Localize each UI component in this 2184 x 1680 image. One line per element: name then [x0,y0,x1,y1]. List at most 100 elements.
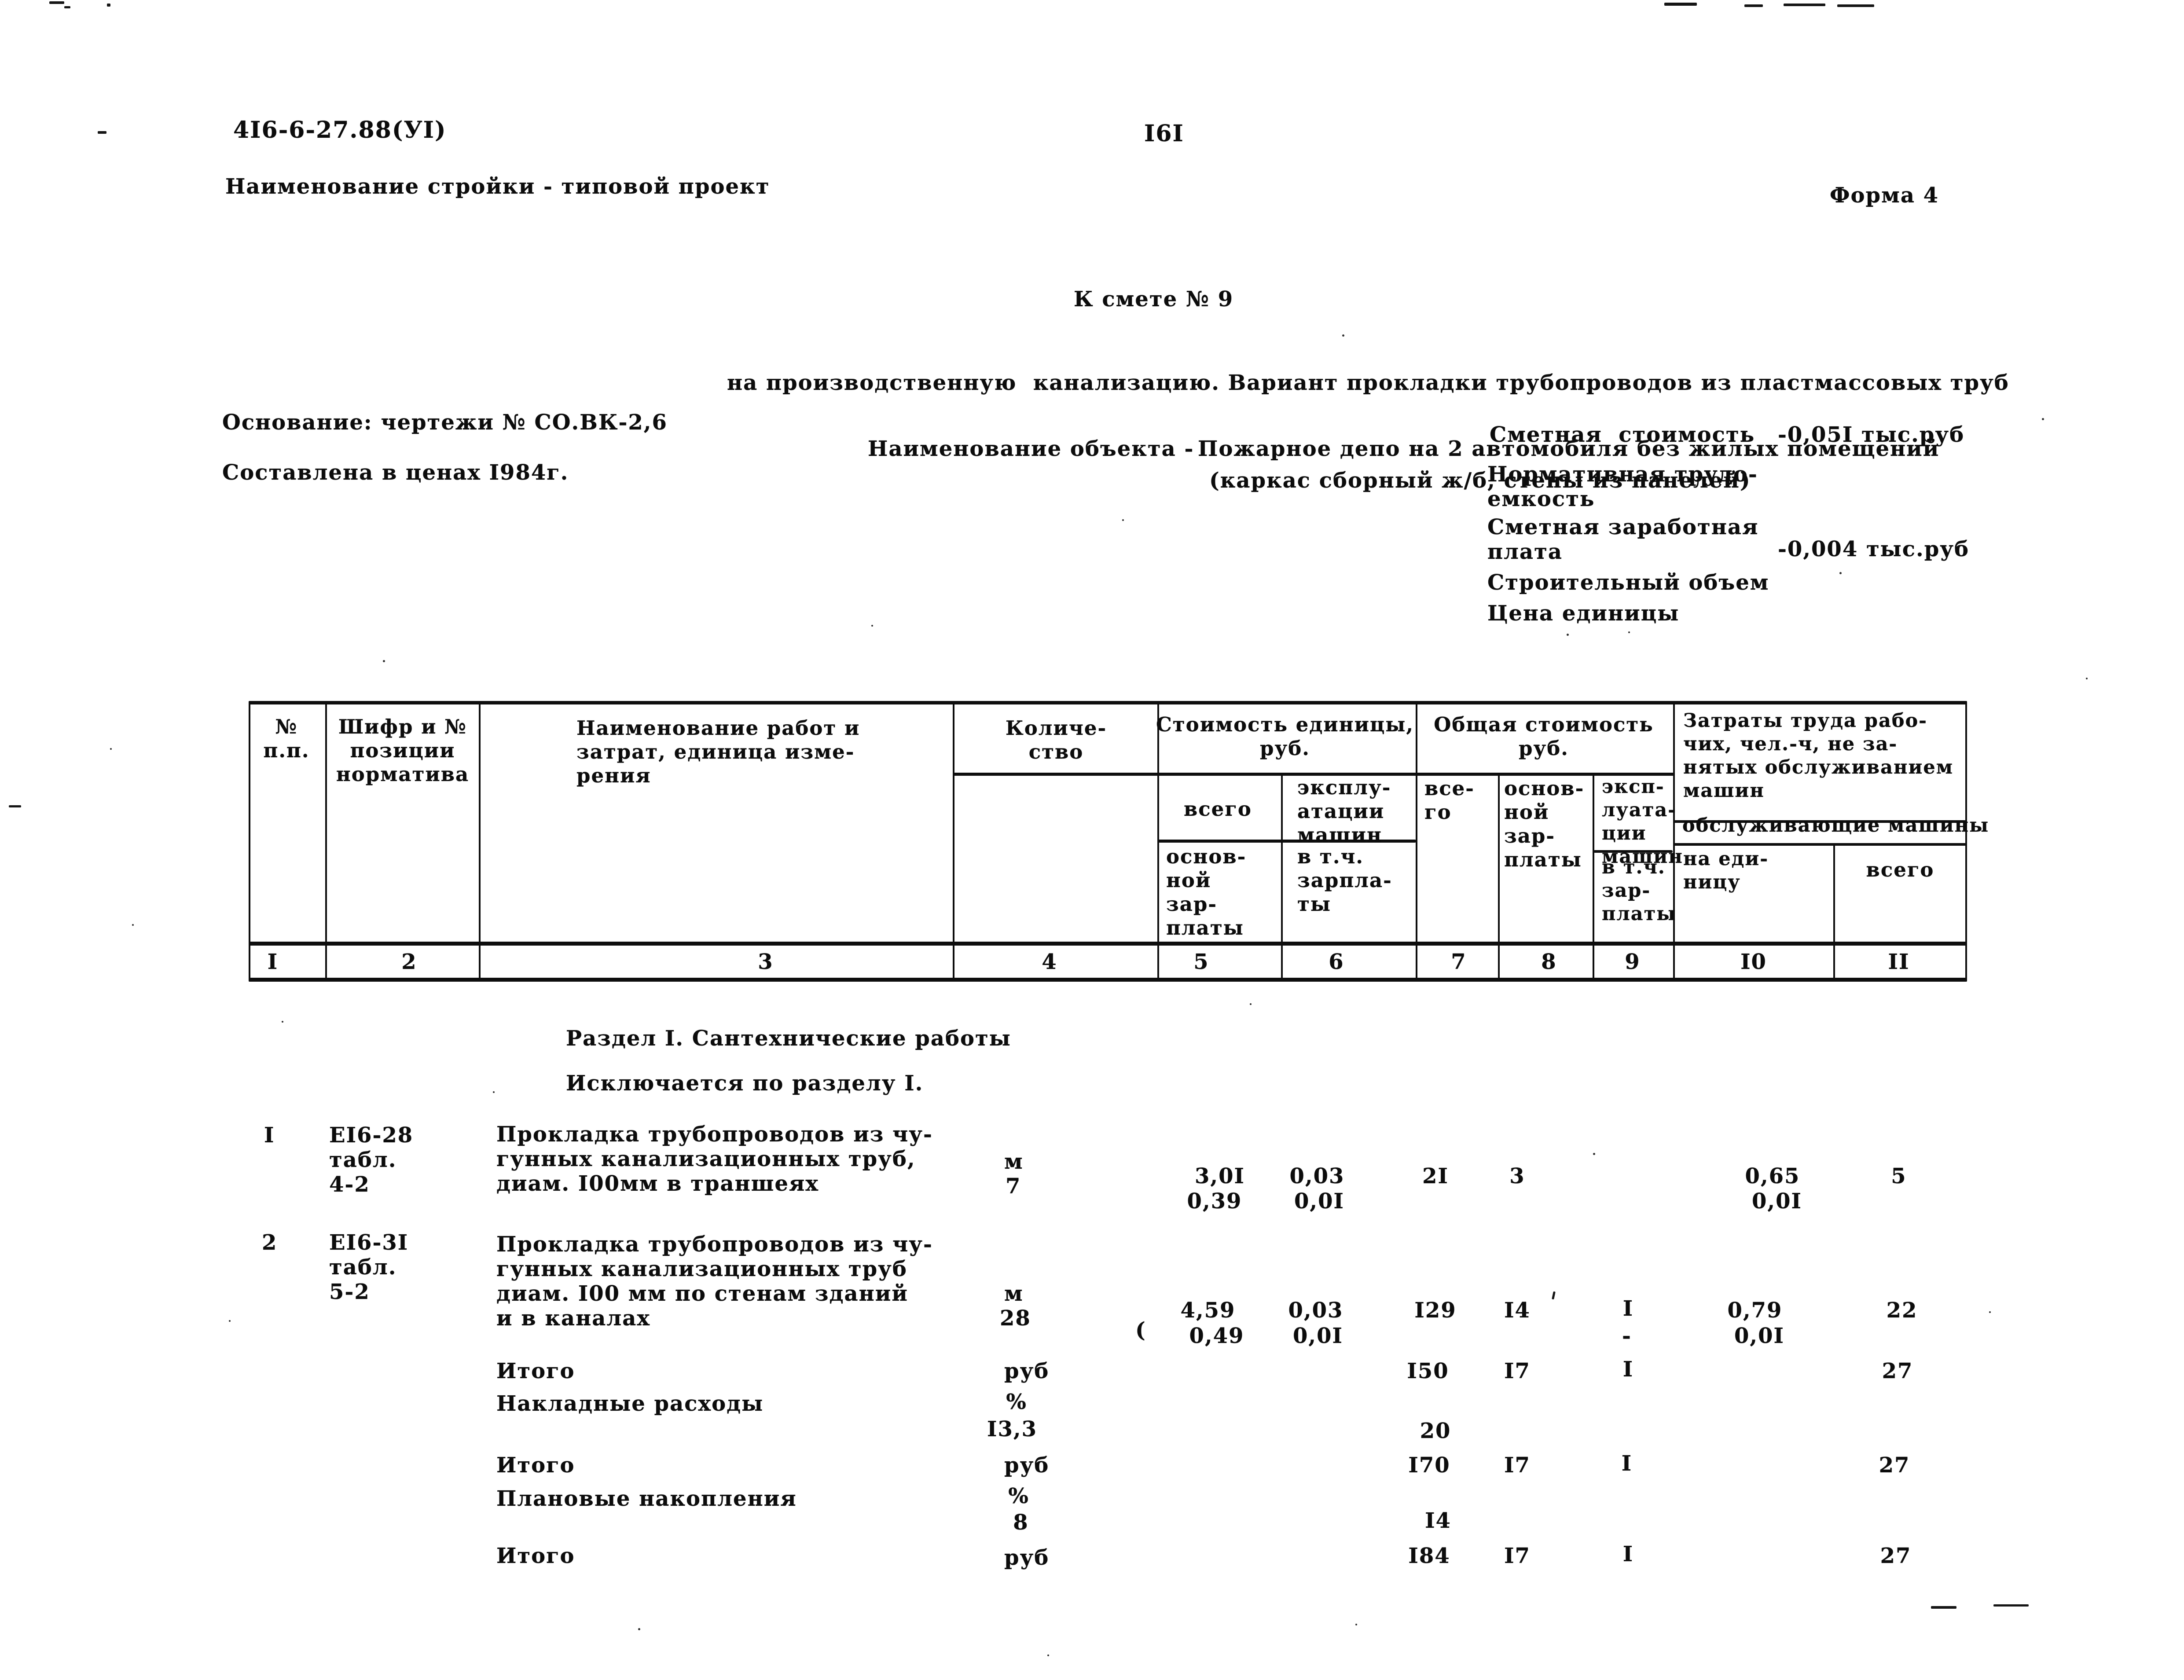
table-vline [953,701,954,982]
row-2-num: 2 [262,1230,278,1255]
row-1-num: I [264,1123,275,1148]
scan-speck [1342,334,1344,337]
totals-2-labor: 27 [1879,1453,1910,1478]
th-total-base-wage: основ- ной зар- платы [1504,777,1585,871]
th-labor-total: всего [1866,858,1934,881]
overhead-total: 20 [1420,1419,1451,1443]
scan-speck [2086,678,2088,679]
estimated-cost-value: -0,05I тыс.руб [1778,422,1965,447]
totals-2-unit: руб [1004,1453,1050,1478]
row-2-unit-cost-machine-wage: 0,0I [1293,1324,1343,1348]
totals-2-base-wage: I7 [1504,1453,1531,1478]
scan-artifact-paren: ( [1135,1318,1146,1343]
row-2-total-machines: I [1622,1296,1634,1321]
labor-capacity-label: Нормативная трудо- емкость [1487,462,1758,511]
th-labor-per-unit: на еди- ницу [1683,848,1769,893]
prices-line: Составлена в ценах I984г. [222,460,569,485]
th-total-machines: эксп- луата- ции машин [1602,776,1683,868]
scan-speck [1250,1003,1252,1005]
basis-line: Основание: чертежи № СО.ВК-2,6 [222,410,668,435]
col-number-1: I [267,950,279,974]
col-number-5: 5 [1193,950,1209,974]
scan-artifact [9,805,21,807]
totals-3-unit: руб [1004,1545,1050,1570]
scan-artifact [1837,4,1874,7]
row-1-labor-per-unit-2: 0,0I [1752,1189,1802,1214]
table-vline [249,701,250,982]
totals-2-machines: I [1621,1451,1633,1476]
planned-savings-unit: % [1008,1484,1029,1508]
row-1-total: 2I [1422,1164,1449,1188]
th-total-machine-wage: в т.ч. зар- платы [1602,856,1677,925]
scan-artifact [1993,1604,2029,1607]
row-2-total: I29 [1414,1298,1457,1323]
row-2-name: Прокладка трубопроводов из чу- гунных ка… [496,1232,933,1331]
section-title: Раздел I. Сантехнические работы [566,1026,1011,1051]
table-header-line [953,773,1674,776]
row-1-total-base-wage: 3 [1509,1164,1525,1188]
totals-3-label: Итого [496,1544,575,1568]
row-1-unit-cost-base-wage: 0,39 [1187,1189,1242,1214]
scan-speck [493,1091,495,1093]
scan-artifact [1664,3,1697,6]
object-label: Наименование объекта - [868,437,1194,461]
scan-speck [1122,519,1124,521]
totals-1-total: I50 [1407,1359,1449,1383]
totals-1-labor: 27 [1882,1359,1913,1383]
col-number-4: 4 [1042,950,1057,974]
estimate-title: К смете № 9 [1074,287,1234,312]
table-vline [479,701,481,982]
scan-artifact [107,4,110,7]
table-vline [325,701,327,982]
totals-3-machines: I [1622,1542,1634,1566]
table-vline [1965,701,1967,982]
planned-savings-label: Плановые накопления [496,1486,797,1511]
scan-artifact [64,6,70,8]
row-2-total-machine-wage: - [1622,1324,1632,1348]
row-1-labor-per-unit: 0,65 [1745,1164,1800,1188]
scan-speck [282,1021,283,1023]
overhead-pct: I3,3 [987,1417,1037,1442]
row-2-qty: 28 [1000,1306,1031,1331]
totals-1-base-wage: I7 [1504,1359,1531,1383]
scan-artifact [1744,4,1763,7]
row-2-unit: м [1004,1281,1024,1306]
th-quantity: Количе- ство [1005,716,1107,763]
row-2-code: ЕI6-3I табл. 5-2 [329,1230,409,1304]
scan-artifact [98,131,106,134]
th-unit-cost: Стоимость единицы, руб. [1156,713,1414,760]
col-number-3: 3 [758,950,774,974]
totals-1-unit: руб [1004,1359,1050,1383]
th-total-cost: Общая стоимость руб. [1434,713,1654,760]
row-1-labor-total: 5 [1891,1164,1907,1188]
row-2-labor-per-unit-2: 0,0I [1734,1324,1784,1348]
doc-code: 4I6-6-27.88(УI) [233,117,447,143]
planned-savings-pct: 8 [1013,1510,1029,1535]
scan-speck [1593,1153,1595,1155]
scan-artifact [1552,1291,1556,1300]
row-2-labor-per-unit: 0,79 [1727,1298,1783,1323]
scan-artifact [49,1,64,4]
table-colnum-bottom-border [249,978,1967,982]
scan-speck [1567,634,1569,636]
table-vline [1593,773,1594,982]
scan-speck [871,625,873,627]
scan-speck [132,924,134,926]
col-number-2: 2 [401,950,417,974]
th-num: № п.п. [263,715,310,762]
table-header-line [1158,840,1416,843]
page-number: I6I [1144,120,1184,147]
scan-speck [1839,572,1842,574]
totals-2-total: I70 [1408,1453,1450,1478]
table-vline [1833,843,1835,982]
th-work-name: Наименование работ и затрат, единица изм… [576,716,860,787]
table-top-border [249,701,1967,704]
col-number-11: II [1888,950,1910,974]
row-1-unit-cost-machines: 0,03 [1289,1164,1345,1188]
object-name: Пожарное депо на 2 автомобиля без жилых … [1198,437,1940,461]
overhead-unit: % [1006,1390,1027,1414]
row-1-unit-cost-total: 3,0I [1195,1164,1245,1188]
totals-3-total: I84 [1408,1544,1450,1568]
table-vline [1416,701,1417,982]
th-total-all: все- го [1424,777,1475,824]
